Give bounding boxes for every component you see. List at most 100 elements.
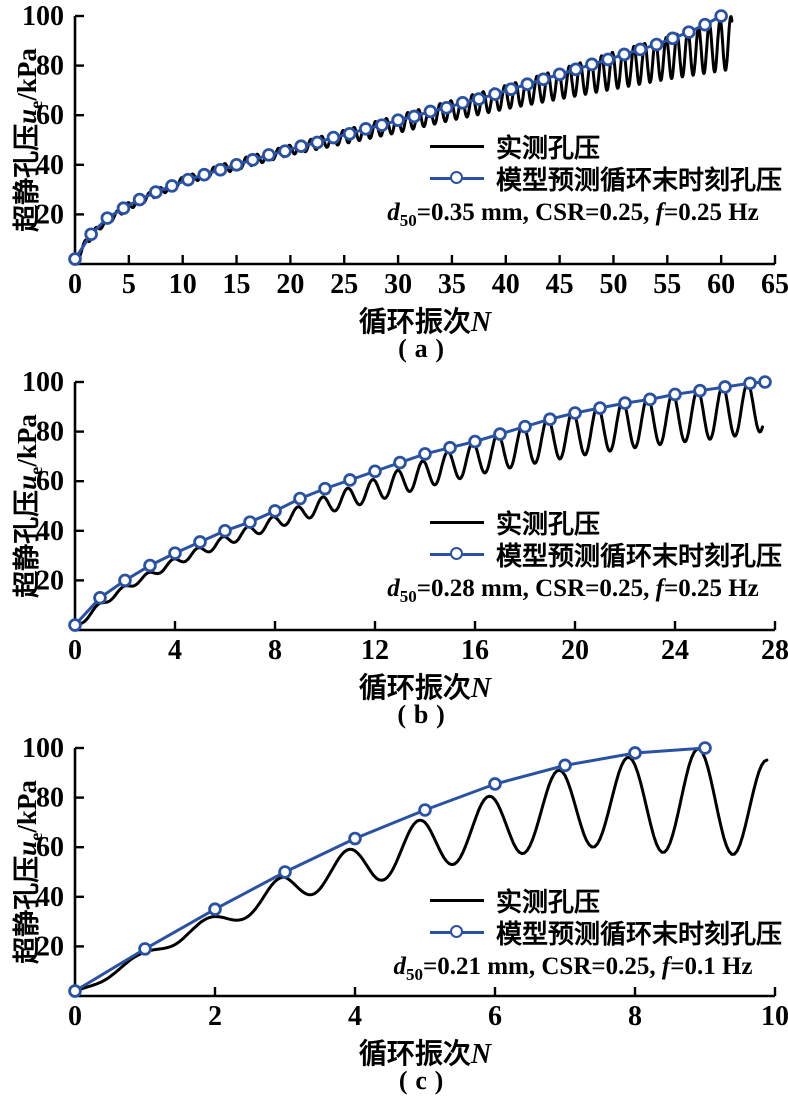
model-marker bbox=[628, 746, 642, 760]
measured-line-swatch bbox=[430, 515, 484, 529]
model-markers bbox=[68, 9, 728, 266]
model-marker bbox=[472, 92, 486, 106]
model-line-swatch bbox=[430, 171, 484, 185]
model-marker bbox=[698, 741, 712, 755]
circle-marker-icon bbox=[450, 925, 463, 938]
x-axis-variable: N bbox=[470, 307, 492, 338]
model-marker bbox=[693, 383, 707, 398]
model-marker bbox=[213, 162, 228, 177]
model-marker bbox=[193, 535, 207, 549]
measured-curve bbox=[73, 747, 769, 993]
model-marker bbox=[443, 440, 457, 455]
y-tick-label: 80 bbox=[36, 783, 64, 814]
x-tick-label: 50 bbox=[599, 269, 627, 300]
legend-item-model: 模型预测循环末时刻孔压 bbox=[430, 162, 783, 195]
plot-area-c: 0 2 4 6 8 10 20 40 60 80 100 bbox=[22, 733, 788, 1032]
model-marker bbox=[468, 434, 482, 449]
param-f-symbol: f bbox=[661, 953, 671, 980]
param-values: =0.21 mm, CSR=0.25, bbox=[422, 953, 662, 980]
x-axis-title: 循环振次N bbox=[75, 666, 775, 706]
model-marker bbox=[520, 77, 535, 91]
y-tick-label: 20 bbox=[36, 931, 64, 962]
model-marker bbox=[268, 504, 282, 518]
y-axis-unit: /kPa bbox=[11, 48, 42, 101]
y-axis-variable: u bbox=[11, 840, 42, 856]
x-tick-label: 55 bbox=[653, 269, 681, 300]
model-marker bbox=[593, 401, 607, 415]
y-axis-unit: /kPa bbox=[11, 780, 42, 833]
model-marker bbox=[208, 902, 222, 917]
legend-item-model: 模型预测循环末时刻孔压 bbox=[430, 916, 782, 949]
model-marker bbox=[143, 558, 157, 573]
param-d-symbol: d bbox=[387, 575, 400, 602]
y-axis-variable-subscript: e bbox=[26, 832, 47, 841]
x-tick-label: 6 bbox=[488, 1001, 502, 1032]
model-marker bbox=[138, 942, 152, 956]
model-marker bbox=[197, 167, 212, 182]
params-annotation-b: d50=0.28 mm, CSR=0.25, f=0.25 Hz bbox=[358, 575, 788, 607]
model-marker bbox=[668, 387, 682, 402]
legend-label-model: 模型预测循环末时刻孔压 bbox=[496, 165, 783, 195]
model-marker bbox=[568, 62, 583, 77]
y-tick-label: 60 bbox=[36, 466, 64, 497]
model-marker bbox=[568, 406, 582, 420]
param-f-value: =0.25 Hz bbox=[663, 199, 759, 226]
x-axis-title: 循环振次N bbox=[75, 300, 775, 340]
y-axis: 20 40 60 80 100 bbox=[22, 1, 84, 230]
legend-c: 实测孔压 模型预测循环末时刻孔压 d50=0.21 mm, CSR=0.25, … bbox=[393, 884, 782, 985]
model-marker bbox=[536, 72, 551, 87]
x-tick-label: 12 bbox=[361, 635, 389, 666]
x-axis-title-text: 循环振次 bbox=[358, 307, 471, 338]
param-values: =0.35 mm, CSR=0.25, bbox=[416, 199, 656, 226]
model-marker bbox=[100, 211, 115, 225]
model-line-swatch bbox=[430, 925, 484, 939]
x-tick-label: 30 bbox=[384, 269, 412, 300]
x-tick-label: 0 bbox=[68, 1001, 82, 1032]
x-axis-title: 循环振次N bbox=[75, 1032, 775, 1072]
y-tick-label: 40 bbox=[36, 882, 64, 913]
x-tick-label: 4 bbox=[168, 635, 182, 666]
model-marker bbox=[132, 192, 147, 207]
y-axis-title: 超静孔压ue/kPa bbox=[5, 414, 47, 598]
model-marker bbox=[698, 17, 712, 32]
model-marker bbox=[585, 57, 599, 72]
model-marker bbox=[407, 109, 422, 124]
model-marker bbox=[391, 113, 405, 127]
model-marker bbox=[618, 396, 632, 410]
model-marker bbox=[488, 87, 502, 101]
model-marker bbox=[181, 172, 195, 187]
legend-item-measured: 实测孔压 bbox=[430, 506, 782, 539]
x-tick-label: 45 bbox=[546, 269, 574, 300]
x-tick-label: 60 bbox=[707, 269, 735, 300]
model-marker bbox=[68, 984, 82, 998]
legend-a: 实测孔压 模型预测循环末时刻孔压 d50=0.35 mm, CSR=0.25, … bbox=[387, 130, 783, 231]
model-marker bbox=[278, 144, 292, 158]
model-marker bbox=[68, 252, 82, 266]
chart-panel-c: 0 2 4 6 8 10 20 40 60 80 100 超静孔压ue/kPa 实测孔压 模型预测循… bbox=[0, 732, 788, 1098]
model-marker bbox=[326, 130, 341, 145]
model-marker bbox=[343, 473, 357, 487]
x-axis-title-text: 循环振次 bbox=[358, 673, 471, 704]
model-marker bbox=[84, 227, 98, 242]
x-tick-label: 20 bbox=[276, 269, 304, 300]
legend-label-measured: 实测孔压 bbox=[496, 509, 601, 539]
y-tick-label: 60 bbox=[36, 832, 64, 863]
x-tick-label: 65 bbox=[761, 269, 788, 300]
model-marker bbox=[617, 47, 632, 62]
model-marker bbox=[423, 104, 438, 119]
model-marker bbox=[368, 464, 382, 479]
model-marker bbox=[68, 618, 82, 632]
param-d-subscript: 50 bbox=[399, 587, 417, 606]
model-marker bbox=[245, 153, 260, 167]
param-f-symbol: f bbox=[655, 199, 664, 226]
plot-area-b: 0 4 8 12 16 20 24 28 20 40 60 80 100 bbox=[22, 367, 788, 666]
x-axis: 0 5 10 15 20 25 30 35 40 45 50 55 60 65 bbox=[68, 255, 788, 300]
model-line-swatch bbox=[430, 547, 484, 561]
params-annotation-c: d50=0.21 mm, CSR=0.25, f=0.1 Hz bbox=[358, 953, 788, 985]
model-marker bbox=[743, 376, 757, 391]
y-axis-variable-subscript: e bbox=[26, 466, 47, 475]
subplot-tag-b: (b) bbox=[397, 700, 453, 729]
legend-item-measured: 实测孔压 bbox=[430, 130, 782, 163]
y-tick-label: 80 bbox=[36, 417, 64, 448]
